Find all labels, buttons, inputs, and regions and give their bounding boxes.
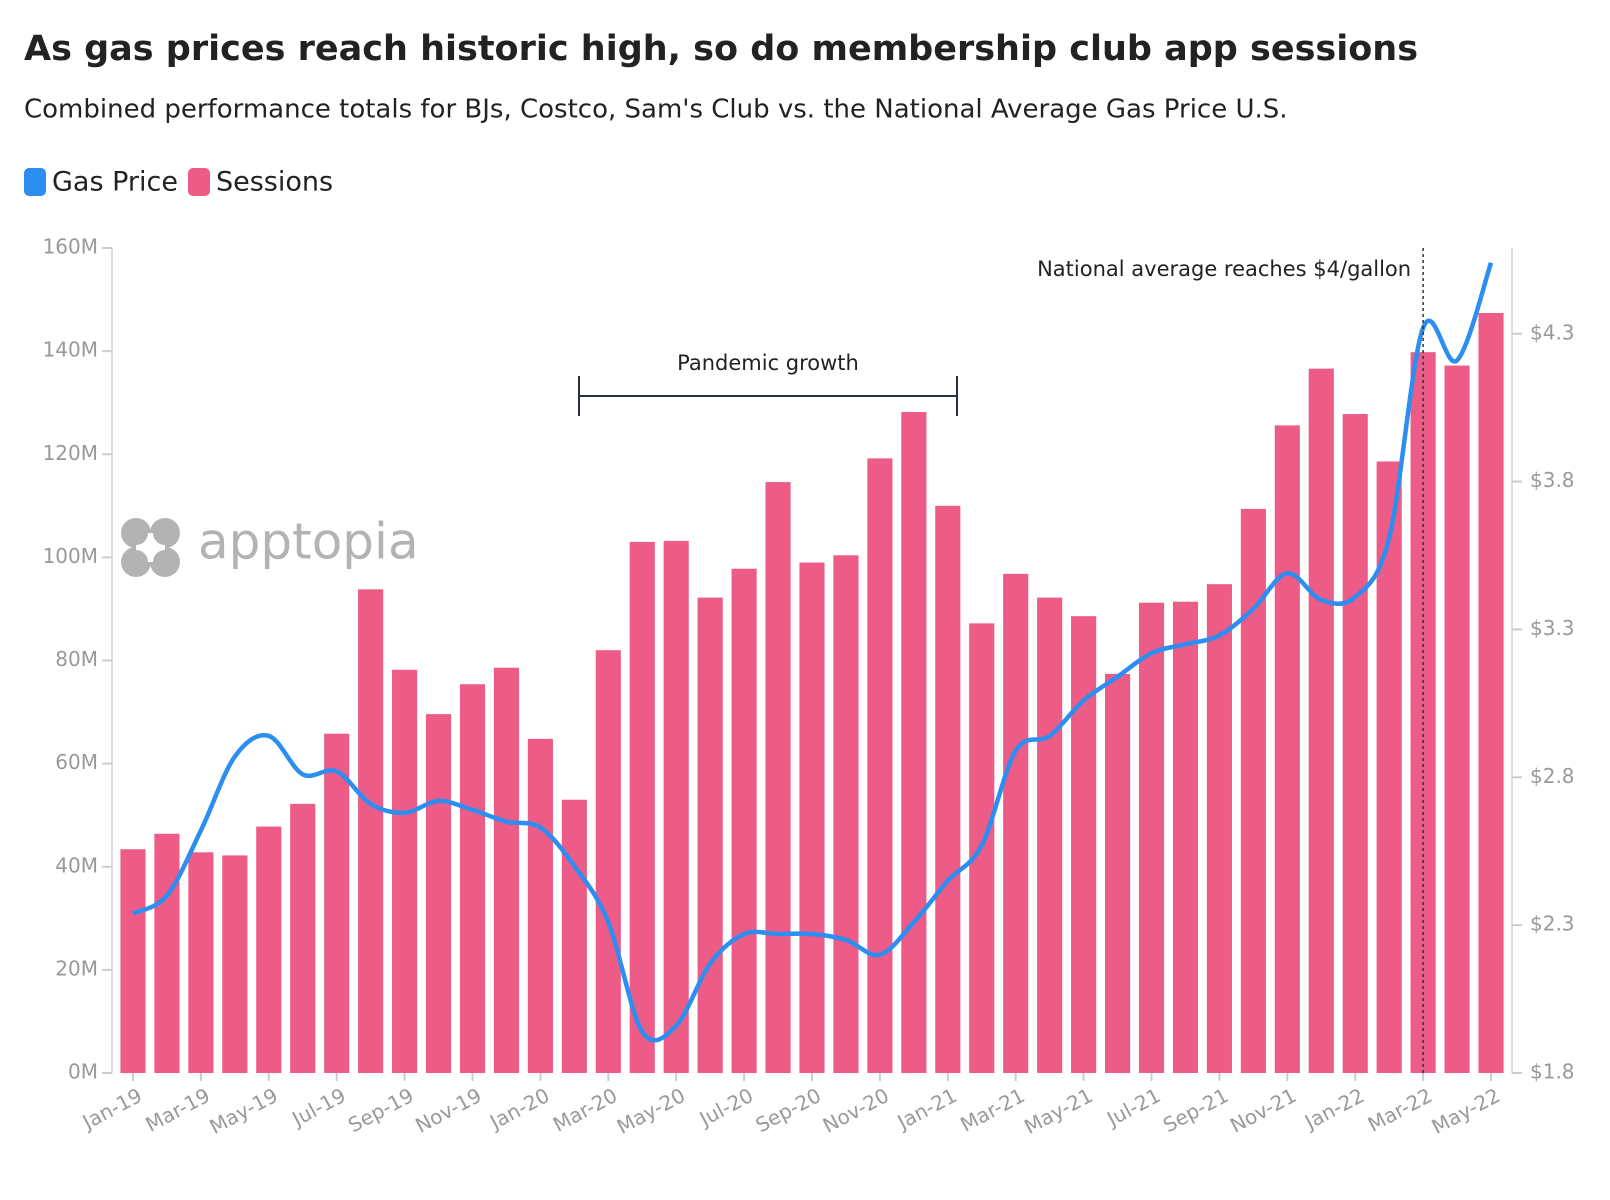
annotation: National average reaches $4/gallon bbox=[1037, 257, 1411, 281]
bar bbox=[663, 540, 689, 1073]
x-tick-label: Jul-20 bbox=[694, 1083, 757, 1132]
bar bbox=[527, 738, 553, 1073]
legend-label: Sessions bbox=[216, 167, 333, 198]
bar bbox=[595, 650, 621, 1073]
bar bbox=[561, 799, 587, 1073]
bar bbox=[867, 458, 893, 1073]
y2-tick-label: $2.3 bbox=[1530, 912, 1575, 936]
x-tick-label: Jan-20 bbox=[484, 1083, 553, 1135]
y2-tick-label: $3.3 bbox=[1530, 616, 1575, 640]
y-tick-label: 60M bbox=[55, 750, 98, 774]
x-tick-label: May-22 bbox=[1428, 1083, 1504, 1139]
bar bbox=[222, 855, 248, 1073]
y-tick-label: 140M bbox=[43, 338, 98, 362]
bar bbox=[1138, 602, 1165, 1073]
x-tick-label: Jul-19 bbox=[286, 1083, 349, 1132]
y2-tick-label: $2.8 bbox=[1530, 764, 1575, 788]
bar bbox=[1444, 365, 1470, 1073]
bar bbox=[290, 803, 316, 1073]
bar bbox=[392, 669, 418, 1073]
legend-swatch bbox=[24, 168, 46, 196]
bar bbox=[697, 597, 723, 1073]
legend-label: Gas Price bbox=[52, 167, 178, 198]
bar bbox=[1071, 616, 1097, 1073]
bar bbox=[731, 568, 757, 1073]
bar bbox=[459, 684, 486, 1073]
chart-subtitle: Combined performance totals for BJs, Cos… bbox=[24, 95, 1288, 125]
bar bbox=[425, 714, 452, 1073]
watermark: apptopia bbox=[198, 513, 419, 571]
x-tick-label: Mar-22 bbox=[1364, 1083, 1436, 1137]
bar bbox=[256, 826, 282, 1073]
x-tick-label: Nov-21 bbox=[1226, 1083, 1300, 1138]
y-tick-label: 20M bbox=[55, 956, 98, 980]
bar bbox=[1003, 573, 1029, 1073]
y-tick-label: 80M bbox=[55, 647, 98, 671]
bar bbox=[324, 733, 350, 1073]
x-tick-label: May-20 bbox=[613, 1083, 689, 1139]
bar bbox=[1172, 601, 1199, 1073]
bar bbox=[629, 541, 655, 1073]
y2-tick-label: $4.3 bbox=[1530, 320, 1575, 344]
x-tick-label: Sep-19 bbox=[344, 1083, 417, 1137]
y-tick-label: 40M bbox=[55, 853, 98, 877]
chart-title: As gas prices reach historic high, so do… bbox=[24, 29, 1418, 69]
y2-tick-label: $1.8 bbox=[1530, 1060, 1575, 1084]
x-tick-label: Jan-22 bbox=[1299, 1083, 1368, 1135]
y-tick-label: 160M bbox=[43, 235, 98, 259]
y-tick-label: 120M bbox=[43, 441, 98, 465]
x-tick-label: Sep-20 bbox=[752, 1083, 825, 1137]
annotation: Pandemic growth bbox=[677, 351, 859, 375]
bar bbox=[1104, 673, 1131, 1073]
y-tick-label: 0M bbox=[68, 1060, 98, 1084]
bar bbox=[154, 833, 180, 1073]
x-tick-label: Nov-19 bbox=[411, 1083, 485, 1138]
bar bbox=[799, 562, 825, 1073]
bar bbox=[493, 667, 520, 1073]
bar bbox=[1342, 414, 1368, 1073]
x-tick-label: May-21 bbox=[1020, 1083, 1096, 1139]
x-tick-label: Nov-20 bbox=[819, 1083, 893, 1138]
bar bbox=[1037, 597, 1063, 1073]
bar bbox=[935, 505, 961, 1073]
bar bbox=[765, 482, 791, 1073]
y-tick-label: 100M bbox=[43, 544, 98, 568]
x-tick-label: Sep-21 bbox=[1159, 1083, 1232, 1137]
x-tick-label: Jan-19 bbox=[77, 1083, 146, 1135]
bar bbox=[1240, 508, 1266, 1073]
logo-icon bbox=[121, 518, 180, 577]
bar bbox=[1206, 584, 1232, 1073]
bar bbox=[1274, 425, 1300, 1073]
bar bbox=[120, 849, 146, 1073]
legend-swatch bbox=[187, 168, 210, 196]
x-tick-label: Jan-21 bbox=[892, 1083, 961, 1135]
x-tick-label: Mar-19 bbox=[142, 1083, 214, 1137]
bar bbox=[833, 555, 859, 1073]
bar bbox=[1376, 461, 1402, 1073]
bar bbox=[901, 411, 927, 1073]
x-tick-label: May-19 bbox=[205, 1083, 281, 1139]
y2-tick-label: $3.8 bbox=[1530, 468, 1575, 492]
x-tick-label: Jul-21 bbox=[1101, 1083, 1164, 1132]
x-tick-label: Mar-20 bbox=[549, 1083, 621, 1137]
line bbox=[131, 262, 1494, 1043]
bar bbox=[188, 852, 214, 1073]
bar bbox=[1478, 312, 1504, 1073]
bar bbox=[358, 589, 384, 1073]
bar bbox=[1308, 368, 1334, 1073]
x-tick-label: Mar-21 bbox=[956, 1083, 1028, 1137]
